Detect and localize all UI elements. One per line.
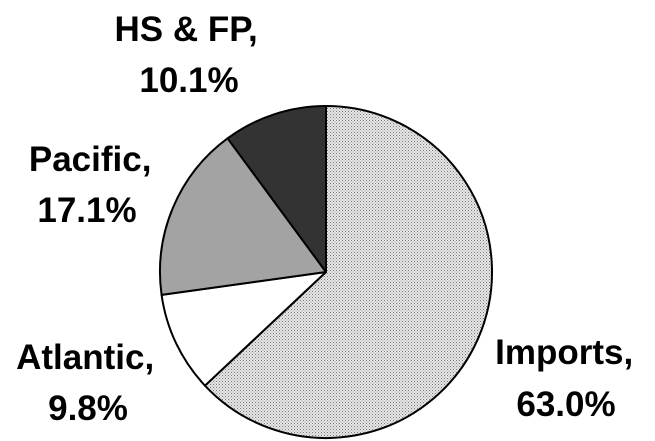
label-atlantic-value: 9.8% [48,389,128,428]
label-hs-fp-name: HS & FP, [114,10,257,49]
pie-labels: Imports, 63.0% Atlantic, 9.8% Pacific, 1… [16,10,643,428]
label-atlantic: Atlantic, 9.8% [16,338,164,428]
label-atlantic-name: Atlantic, [16,338,154,377]
label-imports-value: 63.0% [516,385,615,424]
label-pacific-name: Pacific, [29,140,152,179]
label-pacific-value: 17.1% [37,191,136,230]
label-hs-fp: HS & FP, 10.1% [114,10,267,100]
slice-hs-fp [226,105,327,273]
label-hs-fp-value: 10.1% [139,61,238,100]
slice-imports [203,105,493,439]
slice-pacific [159,137,327,296]
label-imports-name: Imports, [495,333,633,372]
label-imports: Imports, 63.0% [495,333,643,424]
slice-atlantic [160,271,327,387]
pie-slices [159,105,493,439]
label-pacific: Pacific, 17.1% [29,140,161,230]
